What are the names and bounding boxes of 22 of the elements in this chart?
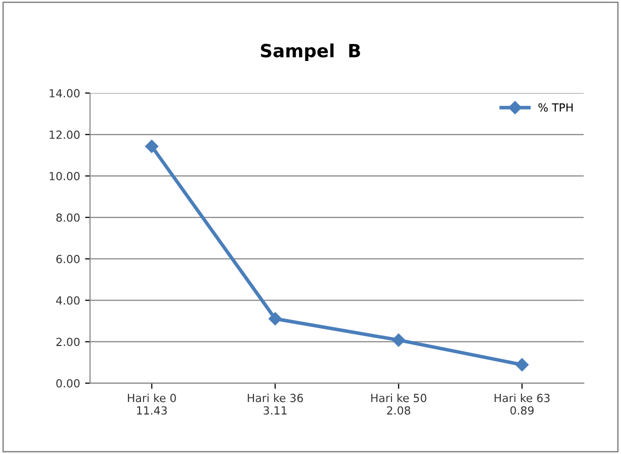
point: [515, 358, 529, 372]
point: [392, 333, 406, 347]
x-tick-label: Hari ke 36: [248, 394, 303, 402]
point: [268, 312, 282, 326]
data-label: 3.11: [264, 406, 287, 415]
chart-title: Sampel B: [260, 43, 360, 61]
data-label: 11.43: [137, 406, 167, 415]
legend-label: % TPH: [538, 103, 573, 112]
x-tick-label: Hari ke 0: [128, 394, 176, 402]
y-tick-label: 8.00: [56, 213, 80, 222]
y-tick-label: 12.00: [50, 130, 80, 139]
x-tick-label: Hari ke 50: [371, 394, 426, 402]
point: [145, 140, 158, 153]
y-tick-label: 2.00: [56, 338, 80, 346]
data-label: 2.08: [387, 406, 410, 415]
y-tick-label: 14.00: [50, 89, 80, 98]
x-tick-label: Hari ke 63: [494, 394, 550, 402]
data-label: 0.89: [510, 406, 534, 415]
y-tick-label: 10.00: [50, 172, 80, 180]
y-tick-label: 0.00: [56, 379, 80, 388]
y-tick-label: 6.00: [56, 254, 80, 264]
y-tick-label: 4.00: [56, 296, 80, 305]
